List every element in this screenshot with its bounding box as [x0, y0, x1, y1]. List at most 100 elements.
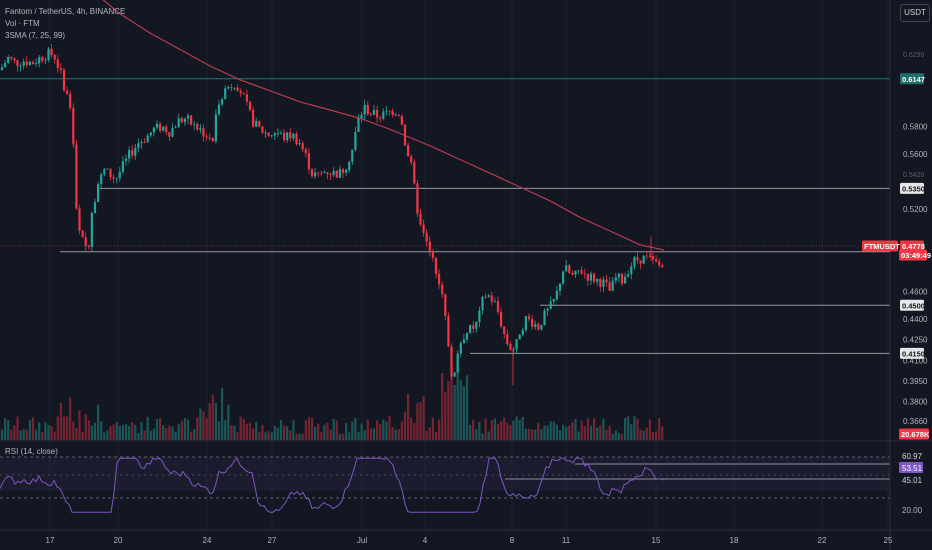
volume-bar	[546, 425, 549, 440]
volume-bar	[385, 421, 388, 440]
volume-bar	[84, 414, 87, 440]
volume-bar	[69, 397, 72, 440]
candle-body	[639, 260, 642, 264]
volume-bar	[484, 418, 487, 440]
volume-bar	[413, 422, 416, 440]
candle-body	[0, 67, 4, 71]
candle-body	[304, 149, 307, 154]
volume-bar	[496, 423, 500, 440]
volume-bar	[403, 411, 407, 440]
rsi-value-label: 53.51	[902, 464, 923, 473]
candle-body	[255, 120, 258, 127]
candle-body	[211, 137, 214, 142]
volume-bar	[205, 418, 208, 440]
volume-bar	[168, 425, 171, 440]
volume-bar	[580, 420, 583, 440]
horizontal-levels[interactable]	[0, 78, 890, 354]
volume-bar	[19, 430, 22, 440]
volume-bar	[549, 421, 552, 440]
candle-body	[137, 143, 140, 148]
candle-body	[369, 114, 372, 116]
candle-body	[41, 57, 44, 61]
candle-body	[292, 133, 295, 139]
candle-body	[310, 169, 314, 177]
volume-bar	[47, 425, 50, 440]
volume-bar	[196, 417, 199, 440]
volume-bar	[245, 423, 248, 440]
candle-body	[382, 111, 385, 119]
volume-bar	[0, 429, 4, 440]
volume-bar	[388, 416, 391, 440]
price-tick: 0.5800	[903, 123, 928, 132]
volume-bar	[627, 416, 630, 440]
volume-bar	[586, 418, 589, 440]
rsi-value-label-bg	[899, 462, 923, 473]
candle-body	[611, 280, 614, 291]
candle-body	[323, 172, 326, 173]
volume-bar	[155, 419, 159, 440]
volume-bar	[4, 418, 7, 440]
candle-body	[397, 114, 400, 116]
sma-legend[interactable]: 3SMA (7, 25, 99)	[5, 31, 66, 40]
candle-body	[413, 162, 416, 184]
candle-body	[549, 301, 552, 309]
volume-bar	[453, 384, 456, 440]
volume-bar	[137, 433, 140, 440]
chart-title[interactable]: Fantom / TetherUS, 4h, BINANCE	[5, 7, 126, 16]
candle-body	[577, 270, 580, 272]
volume-bar	[527, 428, 531, 440]
candle-body	[298, 143, 301, 145]
candle-body	[134, 147, 137, 156]
candle-body	[540, 324, 543, 330]
candle-body	[447, 316, 450, 347]
price-badge-label: 0.6147	[902, 75, 925, 84]
volume-bar	[25, 429, 28, 440]
candle-body	[345, 170, 348, 173]
time-tick: 8	[510, 536, 515, 545]
volume-bar	[481, 433, 484, 440]
candle-body	[527, 316, 531, 320]
candle-body	[605, 279, 608, 283]
volume-bar	[397, 429, 400, 440]
volume-bar	[617, 432, 620, 440]
volume-bar	[450, 376, 453, 440]
volume-bar	[298, 433, 301, 440]
volume-bar	[28, 420, 31, 440]
volume-bar	[524, 428, 527, 440]
volume-bar	[363, 429, 366, 440]
volume-bar	[211, 394, 214, 440]
candle-body	[568, 265, 571, 273]
candle-body	[267, 132, 270, 137]
price-badge-label: 0.4500	[902, 301, 925, 310]
candle-body	[465, 332, 469, 340]
candle-body	[174, 127, 177, 129]
volume-bar	[382, 419, 385, 440]
candle-body	[655, 259, 658, 262]
volume-bar	[441, 372, 444, 440]
volume-bar	[512, 420, 515, 440]
currency-button[interactable]: USDT	[900, 4, 930, 22]
volume-bar	[568, 425, 571, 440]
candlesticks[interactable]	[0, 44, 664, 385]
candle-body	[22, 61, 25, 66]
volume-bar	[562, 424, 565, 440]
volume-bar	[602, 418, 605, 440]
volume-bar	[518, 419, 521, 440]
volume-bar	[531, 429, 534, 440]
rsi-legend[interactable]: RSI (14, close)	[5, 447, 58, 456]
volume-bar	[338, 433, 341, 440]
candle-body	[124, 158, 128, 162]
candle-body	[152, 127, 155, 133]
volume-legend[interactable]: Vol · FTM	[5, 19, 40, 28]
volume-bar	[459, 379, 462, 440]
candle-body	[81, 230, 84, 238]
candle-body	[87, 245, 90, 247]
volume-bar	[655, 431, 658, 440]
volume-bar	[633, 416, 636, 440]
candle-body	[503, 326, 506, 335]
candle-body	[456, 353, 459, 373]
volume-bar	[146, 416, 149, 440]
volume-bar	[109, 426, 112, 440]
volume-bar	[490, 420, 493, 440]
